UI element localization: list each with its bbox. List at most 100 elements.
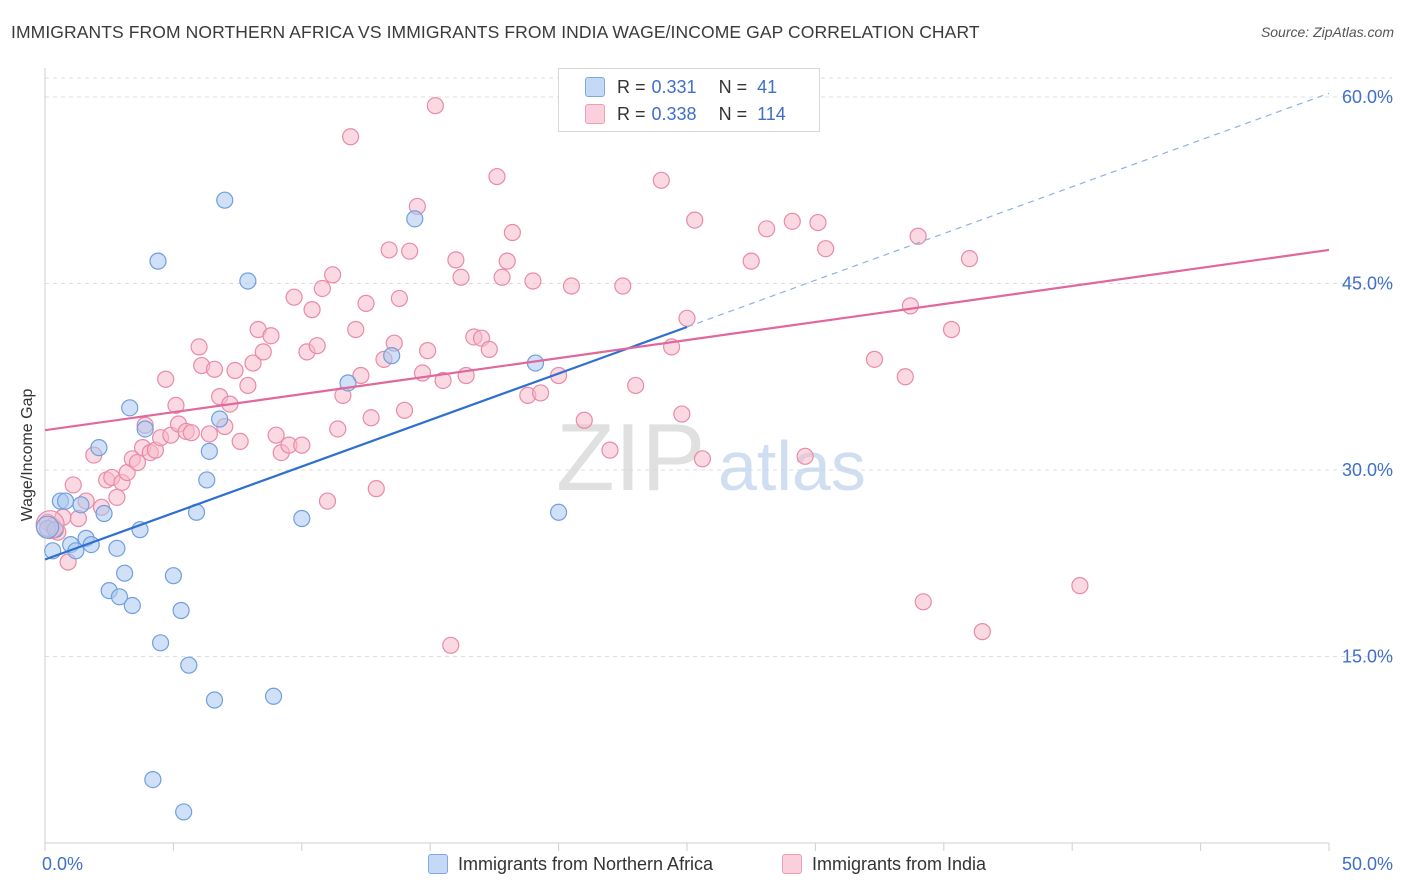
legend-n-value: 41 [757, 76, 778, 97]
point-india [426, 97, 444, 115]
point-india [693, 450, 712, 468]
point-northern-africa [144, 770, 162, 789]
point-india [352, 366, 370, 385]
point-india [200, 425, 218, 443]
point-india [817, 240, 835, 258]
point-india [244, 354, 262, 372]
point-india [308, 337, 326, 355]
point-india [973, 623, 991, 641]
legend-row-india: R = 0.338 N = 114 [585, 101, 786, 127]
point-india [329, 420, 347, 438]
point-india [357, 294, 375, 312]
point-india [673, 405, 691, 423]
point-india [686, 211, 704, 229]
point-india [796, 447, 814, 465]
point-india [503, 223, 521, 242]
point-india [167, 396, 185, 414]
point-india [182, 424, 200, 442]
point-northern-africa [164, 567, 182, 585]
point-india [488, 167, 506, 186]
point-india [493, 268, 511, 286]
point-india [901, 297, 920, 315]
point-northern-africa [211, 410, 229, 428]
trend-line-northern-africa [44, 325, 688, 561]
point-india [809, 213, 827, 232]
point-northern-africa [136, 420, 154, 438]
x-tick-label: 0.0% [42, 854, 83, 874]
point-india [614, 277, 632, 295]
point-northern-africa [56, 492, 75, 510]
legend-row-northern-africa: R = 0.331 N = 41 [585, 74, 777, 100]
point-northern-africa [549, 503, 568, 521]
point-northern-africa [180, 656, 198, 674]
point-northern-africa-cluster [35, 515, 60, 539]
legend-r-value: 0.331 [651, 76, 697, 97]
series-swatch-pink [782, 854, 802, 874]
point-india [419, 342, 437, 360]
axes [44, 68, 1330, 851]
point-northern-africa [95, 504, 113, 523]
point-india [562, 277, 581, 295]
y-axis-label: Wage/Income Gap [19, 388, 36, 522]
y-tick-label: 45.0% [1342, 274, 1393, 294]
watermark: ZIP atlas [556, 404, 866, 511]
point-india [480, 340, 498, 358]
point-india [524, 272, 542, 290]
point-india [758, 220, 776, 238]
legend-n-label: N = [718, 103, 748, 124]
series-swatch-blue [428, 854, 448, 874]
trend-lines [44, 92, 1330, 561]
series-legend-northern-africa: Immigrants from Northern Africa [428, 852, 713, 876]
point-india [498, 252, 516, 270]
point-northern-africa [198, 471, 216, 489]
y-tick-label: 60.0% [1342, 87, 1393, 107]
series-legend-india: Immigrants from India [782, 852, 986, 876]
trend-line-northern-africa-extension [686, 92, 1330, 328]
point-india [367, 480, 385, 498]
point-india [601, 441, 619, 459]
point-india [1071, 577, 1089, 595]
point-india [865, 350, 884, 368]
point-india [452, 268, 470, 286]
source-attribution: Source: ZipAtlas.com [1260, 24, 1394, 40]
series-name: Immigrants from Northern Africa [458, 853, 714, 874]
point-india [157, 370, 175, 388]
point-northern-africa [72, 496, 90, 514]
point-india [303, 301, 321, 319]
y-tick-label: 15.0% [1342, 647, 1393, 667]
point-india [914, 593, 932, 611]
y-tick-label: 30.0% [1342, 460, 1393, 480]
point-india [293, 436, 311, 454]
point-india [128, 453, 147, 472]
legend-r-label: R = [617, 76, 646, 97]
point-india [652, 171, 670, 189]
point-india [362, 409, 380, 427]
point-northern-africa [149, 252, 167, 270]
point-india [285, 288, 303, 306]
legend-n-value: 114 [757, 103, 786, 124]
point-india [783, 212, 801, 230]
point-northern-africa [123, 596, 141, 615]
point-india [267, 426, 285, 444]
point-northern-africa [293, 509, 311, 528]
point-india [226, 361, 244, 380]
legend-n-label: N = [718, 76, 748, 97]
point-northern-africa [205, 691, 224, 709]
point-india [575, 411, 593, 429]
point-india [324, 266, 342, 284]
point-india [318, 492, 337, 510]
point-india [909, 227, 927, 245]
point-india [239, 376, 257, 395]
point-india [64, 476, 82, 494]
point-india [532, 384, 550, 402]
point-northern-africa [239, 272, 257, 290]
point-northern-africa [151, 634, 170, 652]
point-india [742, 252, 760, 270]
point-northern-africa [264, 687, 283, 705]
point-northern-africa [108, 539, 126, 557]
point-india [341, 128, 360, 146]
point-india [395, 401, 414, 419]
point-northern-africa [175, 803, 193, 821]
point-india [231, 432, 249, 451]
